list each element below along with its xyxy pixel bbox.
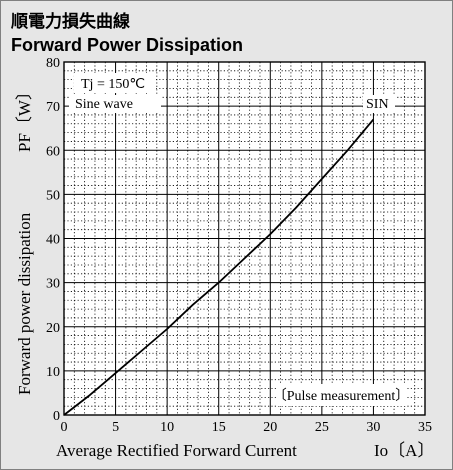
y-tick-labels: 0 10 20 30 40 50 60 70 80 — [46, 56, 60, 424]
series-layer — [63, 73, 395, 416]
y-axis-label: Forward power dissipation — [15, 212, 34, 395]
y-tick-label: 20 — [46, 321, 60, 336]
y-tick-label: 80 — [46, 56, 60, 71]
x-tick-label: 25 — [315, 420, 329, 435]
x-tick-labels: 0 5 10 15 20 25 30 35 — [61, 420, 433, 435]
series-label-sin: SIN — [366, 97, 389, 112]
x-tick-label: 15 — [212, 420, 226, 435]
condition-temp-background — [74, 73, 156, 93]
series-line-sin — [63, 118, 375, 416]
chart-title-jp: 順電力損失曲線 — [11, 12, 130, 32]
y-axis-unit: PF〔W〕 — [15, 83, 34, 152]
pulse-measurement-note: 〔Pulse measurement〕 — [273, 388, 409, 404]
x-tick-label: 30 — [366, 420, 380, 435]
condition-waveform: Sine wave — [75, 97, 133, 112]
y-tick-label: 40 — [46, 233, 60, 248]
condition-note-background — [69, 95, 161, 113]
x-tick-label: 20 — [263, 420, 277, 435]
y-tick-label: 70 — [46, 100, 60, 115]
x-tick-label: 5 — [112, 420, 119, 435]
y-tick-label: 60 — [46, 144, 60, 159]
x-axis-label: Average Rectified Forward Current — [56, 441, 297, 460]
x-axis-unit: Io〔A〕 — [374, 441, 434, 460]
y-tick-label: 30 — [46, 277, 60, 292]
chart-title-en: Forward Power Dissipation — [11, 35, 244, 55]
grid — [64, 62, 425, 415]
plot-border — [63, 61, 426, 416]
y-tick-label: 0 — [53, 409, 60, 424]
x-tick-label: 10 — [160, 420, 174, 435]
x-tick-label: 35 — [418, 420, 432, 435]
condition-temperature: Tj = 150℃ — [81, 77, 145, 92]
y-tick-label: 10 — [46, 365, 60, 380]
y-tick-label: 50 — [46, 188, 60, 203]
pulse-note-background — [276, 384, 406, 406]
x-tick-label: 0 — [61, 420, 68, 435]
sin-label-background — [363, 95, 395, 113]
